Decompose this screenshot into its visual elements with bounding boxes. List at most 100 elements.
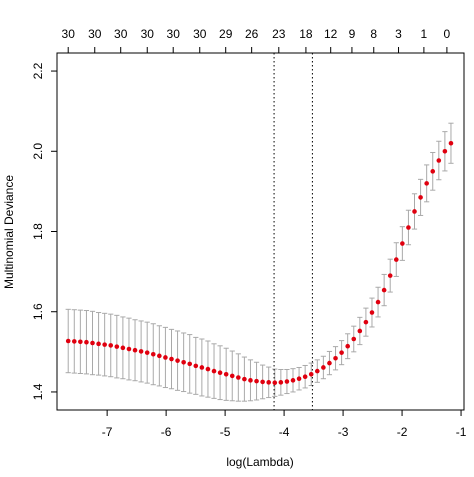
top-tick-label: 8 [370,27,377,41]
data-point [296,376,302,382]
top-tick-label: 12 [324,27,338,41]
data-point [114,344,120,349]
data-point [84,339,89,345]
top-tick-label: 30 [193,27,207,41]
x-tick-label: -2 [397,425,408,439]
data-point [126,346,132,352]
data-point [169,356,174,362]
data-point [412,209,417,214]
data-point [406,225,411,230]
top-tick-label: 1 [421,27,428,41]
data-point [308,372,314,377]
data-point [199,365,205,370]
errorbars [65,122,454,402]
data-point [157,353,162,359]
data-point [229,373,235,379]
top-tick-label: 29 [219,27,233,41]
data-point [424,181,429,186]
y-axis-title: Multinomial Deviance [2,175,16,289]
data-point [302,374,308,380]
data-point [163,355,168,360]
data-point [266,380,271,385]
data-point [96,341,101,347]
data-point [351,336,357,342]
top-tick-label: 18 [299,27,313,41]
y-tick-label: 2.0 [31,143,45,160]
x-tick-label: -3 [338,425,349,439]
data-point [387,273,393,278]
data-point [339,350,344,355]
data-point [448,140,454,146]
data-point [217,370,223,375]
data-point [442,148,448,154]
x-tick-label: -6 [161,425,172,439]
data-point [132,347,138,353]
y-tick-label: 1.8 [31,223,45,240]
data-point [175,358,180,363]
data-point [144,350,150,355]
data-point [436,158,442,163]
data-point [150,351,156,357]
data-point [327,360,332,366]
plot-frame [56,52,465,411]
data-point [102,342,107,347]
y-tick-label: 1.6 [31,303,45,320]
data-point [181,359,186,365]
data-point [108,343,114,348]
x-tick-label: -4 [279,425,290,439]
data-points [65,140,454,386]
top-tick-label: 30 [141,27,155,41]
data-point [290,378,296,383]
top-tick-label: 9 [349,27,356,41]
top-tick-label: 30 [167,27,181,41]
data-point [315,368,320,374]
data-point [418,195,423,200]
data-point [236,375,241,380]
data-point [211,368,217,374]
data-point [254,378,259,384]
x-tick-label: -7 [102,425,113,439]
y-tick-label: 1.4 [31,383,45,400]
x-tick-label: -5 [220,425,231,439]
top-tick-label: 0 [444,27,451,41]
top-tick-label: 30 [88,27,102,41]
reference-lines [273,53,313,410]
data-point [120,345,126,351]
data-point [78,339,83,345]
data-point [278,380,284,385]
data-point [242,376,247,382]
top-tick-label: 23 [272,27,286,41]
data-point [65,338,71,344]
data-point [284,379,290,384]
top-tick-label: 30 [62,27,76,41]
data-point [375,299,381,305]
data-point [260,379,265,385]
top-tick-label: 30 [114,27,128,41]
data-point [333,355,338,361]
data-point [345,343,350,349]
data-point [363,319,369,325]
x-axis-title: log(Lambda) [226,455,293,469]
data-point [400,241,405,246]
top-tick-label: 3 [395,27,402,41]
data-point [369,310,375,315]
data-point [321,365,326,370]
data-point [223,372,229,377]
y-tick-label: 2.2 [31,62,45,79]
data-point [205,366,211,372]
data-point [90,340,95,346]
data-point [187,361,193,367]
data-point [248,378,253,383]
data-point [71,339,77,344]
data-point [393,257,399,262]
data-point [430,169,436,174]
data-point [357,328,363,334]
data-point [138,349,144,354]
data-point [193,363,199,369]
data-point [381,287,387,293]
x-tick-label: -1 [456,425,467,439]
top-tick-label: 26 [245,27,259,41]
data-point [272,380,278,386]
